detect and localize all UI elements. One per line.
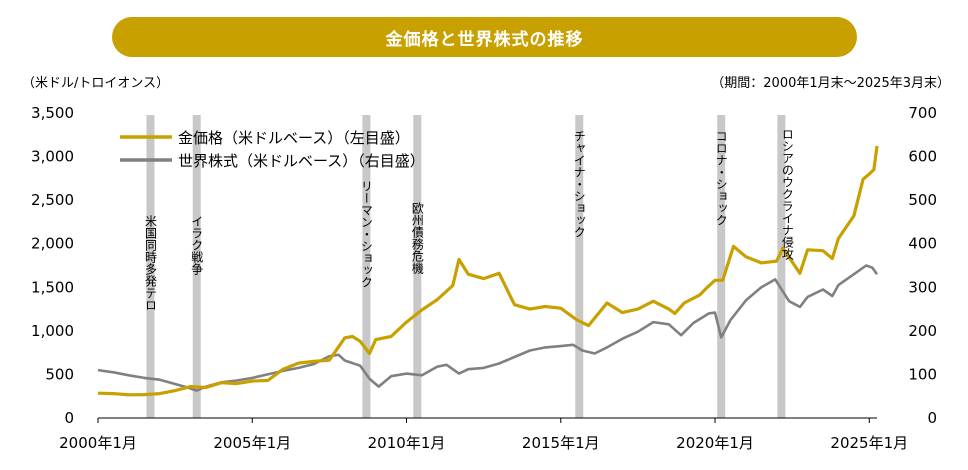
event-bar-7 — [777, 115, 786, 418]
event-label-3: リーマン・ショック — [359, 180, 373, 288]
x-tick-label: 2025年1月 — [830, 434, 908, 452]
y-left-tick-label: 3,500 — [31, 104, 74, 122]
legend-label: 世界株式（米ドルベース）（右目盛） — [178, 152, 425, 170]
period-note: （期間：2000年1月末～2025年3月末） — [711, 76, 950, 91]
event-label-2: イラク戦争 — [190, 215, 204, 275]
x-tick-label: 2005年1月 — [213, 434, 291, 452]
event-label-7: ロシアのウクライナ侵攻 — [780, 128, 794, 261]
y-left-tick-label: 2,500 — [31, 191, 74, 209]
y-right-tick-label: 0 — [927, 409, 937, 427]
y-right-tick-label: 700 — [908, 104, 937, 122]
chart-title: 金価格と世界株式の推移 — [385, 29, 584, 50]
series-line-gold — [97, 145, 879, 397]
event-label-4: 欧州債務危機 — [410, 202, 424, 274]
event-bar-6 — [717, 115, 726, 418]
y-left-tick-label: 1,500 — [31, 278, 74, 296]
y-left-tick-label: 1,000 — [31, 322, 74, 340]
x-tick-label: 2010年1月 — [368, 434, 446, 452]
event-bar-1 — [146, 115, 155, 418]
x-tick-label: 2015年1月 — [522, 434, 600, 452]
x-tick-label: 2000年1月 — [59, 434, 137, 452]
event-label-1: 米国同時多発テロ — [143, 215, 157, 311]
event-bar-2 — [192, 115, 201, 418]
y-left-tick-label: 500 — [45, 365, 74, 383]
event-label-6: コロナ・ショック — [714, 130, 728, 226]
y-right-tick-label: 300 — [908, 278, 937, 296]
series-line-world-stocks — [97, 264, 879, 392]
x-tick-label: 2020年1月 — [676, 434, 754, 452]
y-right-tick-label: 400 — [908, 235, 937, 253]
y-left-tick-label: 3,000 — [31, 148, 74, 166]
legend-label: 金価格（米ドルベース）（左目盛） — [178, 129, 410, 147]
event-bar-5 — [575, 115, 584, 418]
event-bar-4 — [413, 115, 422, 418]
y-left-unit-label: （米ドル/トロイオンス） — [22, 76, 170, 91]
y-left-tick-label: 2,000 — [31, 235, 74, 253]
chart-title-banner: 金価格と世界株式の推移 — [112, 17, 857, 57]
event-label-5: チャイナ・ショック — [572, 130, 586, 238]
y-left-tick-label: 0 — [64, 409, 74, 427]
y-right-tick-label: 100 — [908, 365, 937, 383]
y-right-tick-label: 600 — [908, 148, 937, 166]
y-right-tick-label: 200 — [908, 322, 937, 340]
y-right-tick-label: 500 — [908, 191, 937, 209]
event-bar-3 — [362, 115, 371, 418]
